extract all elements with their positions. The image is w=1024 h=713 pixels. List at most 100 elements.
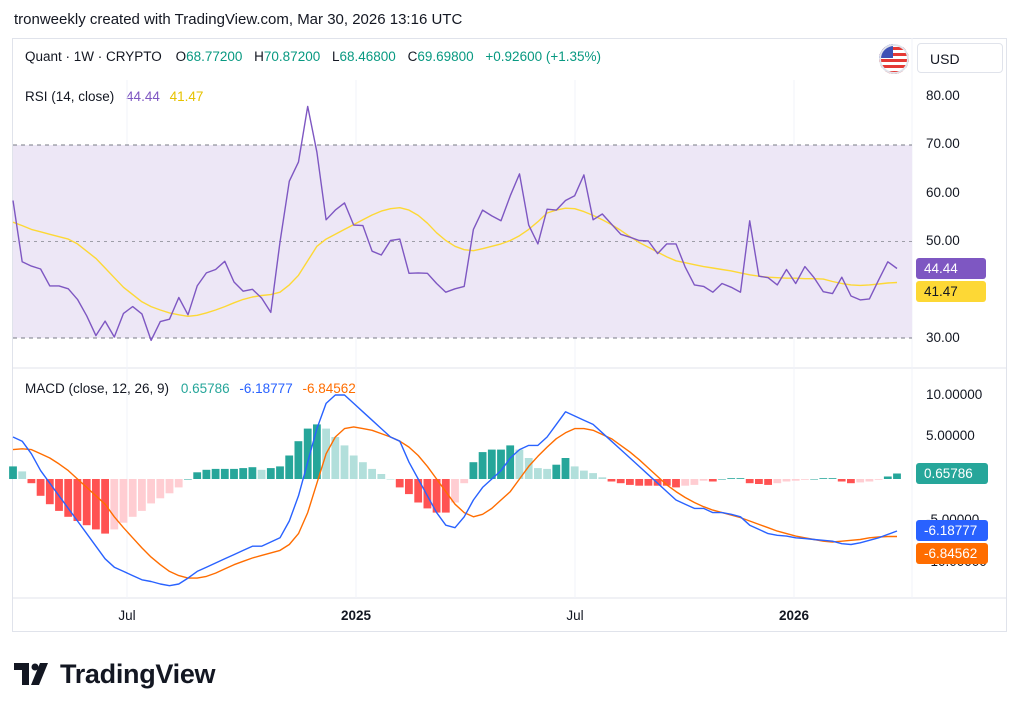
low-label: L	[331, 49, 340, 64]
rsi-ma-price-tag: 41.47	[916, 281, 986, 302]
time-axis-label: Jul	[118, 608, 136, 623]
macd-histogram-bar	[681, 479, 690, 486]
macd-legend: MACD (close, 12, 26, 9) 0.65786 -6.18777…	[25, 381, 356, 396]
macd-histogram-bar	[257, 469, 266, 479]
macd-histogram-bar	[239, 468, 248, 479]
macd-histogram-bar	[202, 469, 211, 479]
macd-histogram-bar	[543, 468, 551, 479]
macd-histogram-bar	[764, 479, 772, 485]
macd-histogram-bar	[874, 479, 883, 480]
macd-histogram-bar	[865, 479, 874, 482]
macd-histogram-bar	[27, 479, 36, 484]
macd-histogram-bar	[276, 466, 284, 479]
time-axis-label: 2025	[340, 608, 372, 623]
macd-histogram-bar	[727, 478, 736, 479]
rsi-value: 44.44	[126, 89, 160, 104]
macd-histogram-bar	[303, 428, 312, 479]
macd-histogram-bar	[718, 479, 726, 480]
macd-hist-value: 0.65786	[180, 381, 230, 396]
macd-histogram-bar	[672, 479, 680, 488]
macd-histogram-bar	[451, 479, 459, 503]
rsi-axis-tick: 70.00	[926, 136, 960, 151]
macd-hist-price-tag: 0.65786	[916, 463, 988, 484]
macd-histogram-bar	[414, 479, 423, 503]
macd-histogram-bar	[644, 479, 653, 486]
rsi-axis-tick: 80.00	[926, 88, 960, 103]
macd-histogram-bar	[837, 479, 846, 482]
macd-histogram-bar	[828, 478, 837, 479]
macd-histogram-bar	[294, 441, 303, 479]
brand-name: TradingView	[60, 658, 216, 689]
macd-histogram-bar	[580, 470, 588, 479]
macd-histogram-bar	[487, 449, 496, 479]
macd-histogram-bar	[18, 471, 27, 479]
macd-histogram-bar	[156, 479, 165, 499]
macd-histogram-bar	[82, 479, 91, 526]
currency-selector[interactable]: USD	[917, 43, 1003, 73]
open-value: 68.77200	[186, 49, 243, 64]
macd-histogram-bar	[607, 479, 616, 482]
chart-frame	[12, 38, 1007, 632]
rsi-legend: RSI (14, close) 44.44 41.47	[25, 89, 203, 104]
macd-histogram-bar	[405, 479, 413, 495]
macd-histogram-bar	[285, 455, 294, 479]
macd-histogram-bar	[423, 479, 432, 509]
rsi-axis-tick: 50.00	[926, 233, 960, 248]
macd-histogram-bar	[147, 479, 155, 504]
macd-axis-tick: 10.00000	[926, 387, 983, 402]
macd-histogram-bar	[810, 479, 818, 480]
macd-histogram-bar	[64, 479, 73, 517]
macd-histogram-bar	[313, 424, 321, 479]
macd-histogram-bar	[561, 458, 570, 479]
macd-histogram-bar	[478, 452, 487, 479]
macd-signal-value: -6.84562	[302, 381, 356, 396]
tradingview-logo[interactable]: TradingView	[14, 657, 216, 691]
macd-histogram-bar	[368, 468, 376, 479]
macd-histogram-bar	[782, 479, 791, 482]
us-flag-icon[interactable]	[879, 44, 909, 74]
macd-histogram-bar	[883, 476, 892, 479]
macd-histogram-bar	[45, 479, 54, 505]
macd-histogram-bar	[598, 477, 607, 479]
rsi-line	[12, 105, 898, 342]
macd-histogram-bar	[211, 468, 220, 479]
rsi-ma-line	[12, 206, 898, 317]
macd-histogram-bar	[73, 479, 82, 521]
macd-histogram-bar	[331, 437, 340, 479]
macd-histogram-bar	[266, 468, 275, 479]
macd-histogram-bar	[847, 479, 855, 484]
symbol-legend: Quant · 1W · CRYPTO O68.77200 H70.87200 …	[25, 49, 601, 64]
macd-histogram-bar	[92, 479, 100, 530]
macd-histogram-bar	[230, 468, 238, 479]
macd-histogram-bar	[699, 479, 708, 481]
macd-histogram-bar	[377, 474, 386, 479]
macd-histogram-bar	[819, 478, 828, 479]
macd-histogram-bar	[552, 464, 561, 479]
macd-histogram-bar	[395, 479, 404, 488]
high-value: 70.87200	[263, 49, 321, 64]
high-label: H	[254, 49, 264, 64]
macd-histogram-bar	[524, 458, 533, 479]
macd-histogram-bar	[690, 479, 699, 485]
macd-histogram-bar	[340, 445, 349, 479]
time-axis-label: 2026	[778, 608, 810, 623]
macd-histogram-bar	[801, 479, 809, 480]
macd-histogram-bar	[662, 479, 671, 486]
macd-line-price-tag: -6.18777	[916, 520, 988, 541]
tradingview-logo-icon	[14, 663, 48, 685]
macd-histogram-bar	[184, 479, 192, 480]
macd-histogram-bar	[441, 479, 450, 513]
macd-histogram-bar	[515, 449, 524, 479]
macd-histogram-bar	[220, 468, 229, 479]
change-value: +0.92600 (+1.35%)	[485, 49, 601, 64]
close-label: C	[407, 49, 418, 64]
macd-axis-tick: 5.00000	[926, 428, 975, 443]
rsi-axis-tick: 60.00	[926, 185, 960, 200]
macd-histogram-bar	[36, 479, 45, 496]
macd-histogram-bar	[110, 479, 119, 530]
macd-histogram-bar	[791, 479, 800, 481]
time-axis-label: Jul	[566, 608, 584, 623]
macd-histogram-bar	[626, 479, 634, 485]
macd-title: MACD (close, 12, 26, 9)	[25, 381, 170, 396]
